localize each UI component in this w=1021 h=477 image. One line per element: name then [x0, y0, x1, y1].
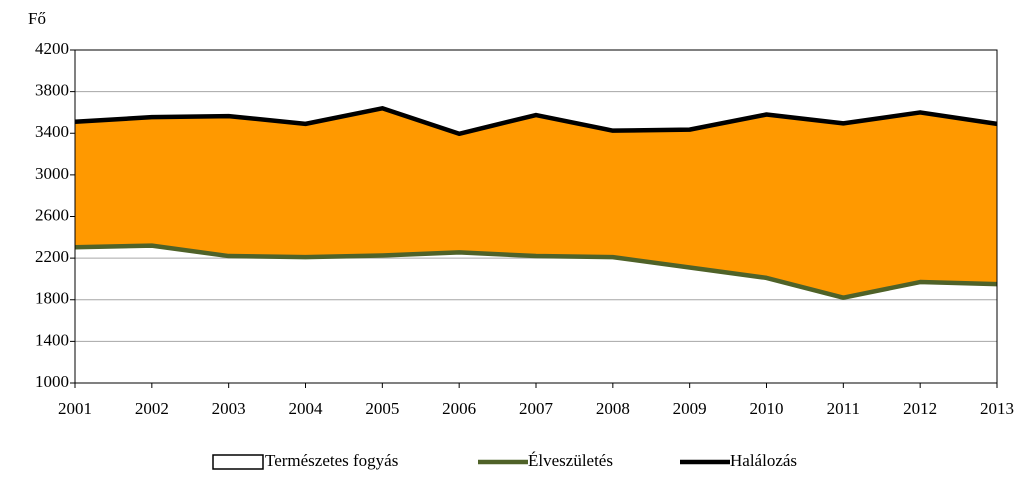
x-tick-label: 2001 [58, 399, 92, 418]
x-tick-label: 2010 [750, 399, 784, 418]
y-tick-label: 3400 [35, 122, 69, 141]
area [75, 108, 997, 298]
y-tick-label: 1000 [35, 372, 69, 391]
x-tick-label: 2002 [135, 399, 169, 418]
x-tick-label: 2013 [980, 399, 1014, 418]
line [74, 106, 998, 137]
line [74, 243, 998, 300]
x-tick-label: 2009 [673, 399, 707, 418]
legend-swatch [212, 454, 264, 470]
legend-label: Természetes fogyás [265, 451, 398, 470]
y-tick-label: 2600 [35, 205, 69, 224]
y-tick-label: 2200 [35, 247, 69, 266]
x-tick-label: 2007 [519, 399, 554, 418]
x-tick-label: 2008 [596, 399, 630, 418]
legend-label: Élveszületés [528, 451, 613, 470]
y-tick-label: 4200 [35, 39, 69, 58]
legend-label: Halálozás [730, 451, 797, 470]
y-tick-label: 1800 [35, 289, 69, 308]
x-tick-label: 2004 [289, 399, 324, 418]
x-tick-label: 2012 [903, 399, 937, 418]
y-tick-label: 3800 [35, 81, 69, 100]
x-tick-label: 2003 [212, 399, 246, 418]
y-tick-label: 3000 [35, 164, 69, 183]
y-tick-label: 1400 [35, 330, 69, 349]
plot-border [74, 49, 998, 384]
x-tick-label: 2005 [365, 399, 399, 418]
x-tick-label: 2011 [827, 399, 860, 418]
y-axis-label: Fő [28, 9, 46, 28]
x-tick-label: 2006 [442, 399, 476, 418]
